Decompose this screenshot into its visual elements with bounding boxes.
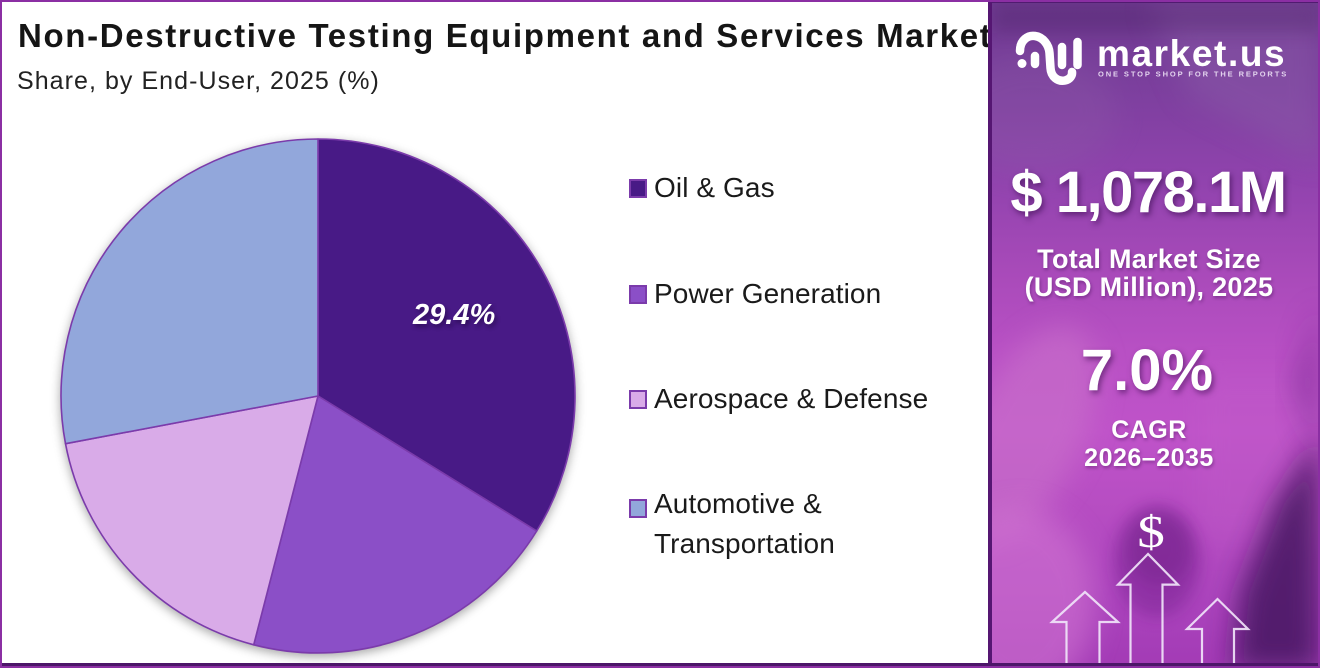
svg-text:market.us: market.us: [1097, 33, 1286, 74]
svg-text:ONE STOP SHOP FOR THE REPORTS: ONE STOP SHOP FOR THE REPORTS: [1098, 70, 1288, 79]
